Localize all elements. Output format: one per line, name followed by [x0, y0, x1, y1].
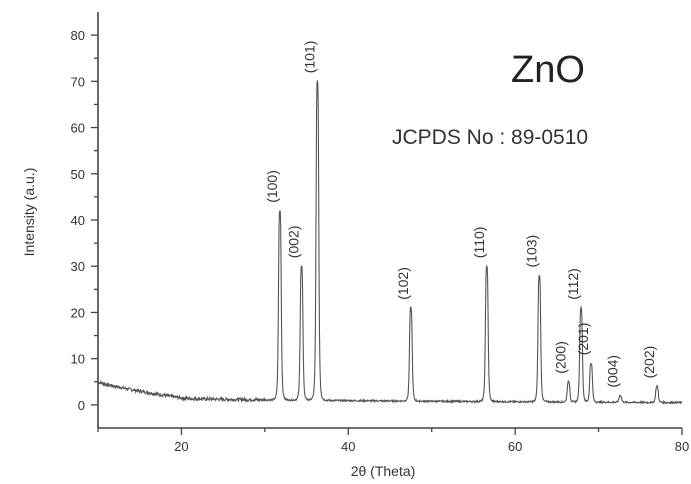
peak-label: (110): [471, 227, 487, 259]
y-tick-label: 70: [71, 74, 85, 89]
axes: 0 10 20 30 40 50 60 70 80 20 40 60 80: [71, 12, 689, 454]
peak-label: (201): [575, 323, 591, 356]
chart-subtitle: JCPDS No : 89-0510: [392, 126, 588, 149]
y-tick-label: 50: [71, 167, 85, 182]
peak-label: (202): [641, 346, 657, 379]
peak-label: (101): [301, 41, 317, 74]
x-tick-label: 20: [174, 439, 188, 454]
y-tick-label: 20: [71, 305, 85, 320]
peak-labels: (100) (002) (101) (102) (110) (103) (200) (112)…: [264, 41, 657, 388]
y-tick-label: 0: [78, 398, 85, 413]
peak-label: (004): [604, 355, 620, 388]
y-tick-label: 40: [71, 213, 85, 228]
peak-label: (002): [286, 226, 302, 259]
x-axis-label: 2θ (Theta): [351, 463, 416, 479]
y-tick-label: 10: [71, 352, 85, 367]
series-group: [97, 80, 683, 406]
y-tick-label: 30: [71, 259, 85, 274]
y-axis-label: Intensity (a.u.): [21, 168, 37, 257]
peak-label: (100): [264, 170, 280, 203]
peak-label: (102): [395, 267, 411, 300]
peak-label: (103): [523, 235, 539, 268]
x-tick-label: 80: [675, 439, 689, 454]
chart-title: ZnO: [511, 49, 585, 91]
xrd-pattern-line: [97, 80, 683, 406]
x-tick-label: 60: [508, 439, 522, 454]
x-tick-label: 40: [341, 439, 355, 454]
peak-label: (200): [553, 341, 569, 374]
peak-label: (112): [565, 268, 581, 300]
y-tick-label: 80: [71, 28, 85, 43]
y-tick-label: 60: [71, 121, 85, 136]
